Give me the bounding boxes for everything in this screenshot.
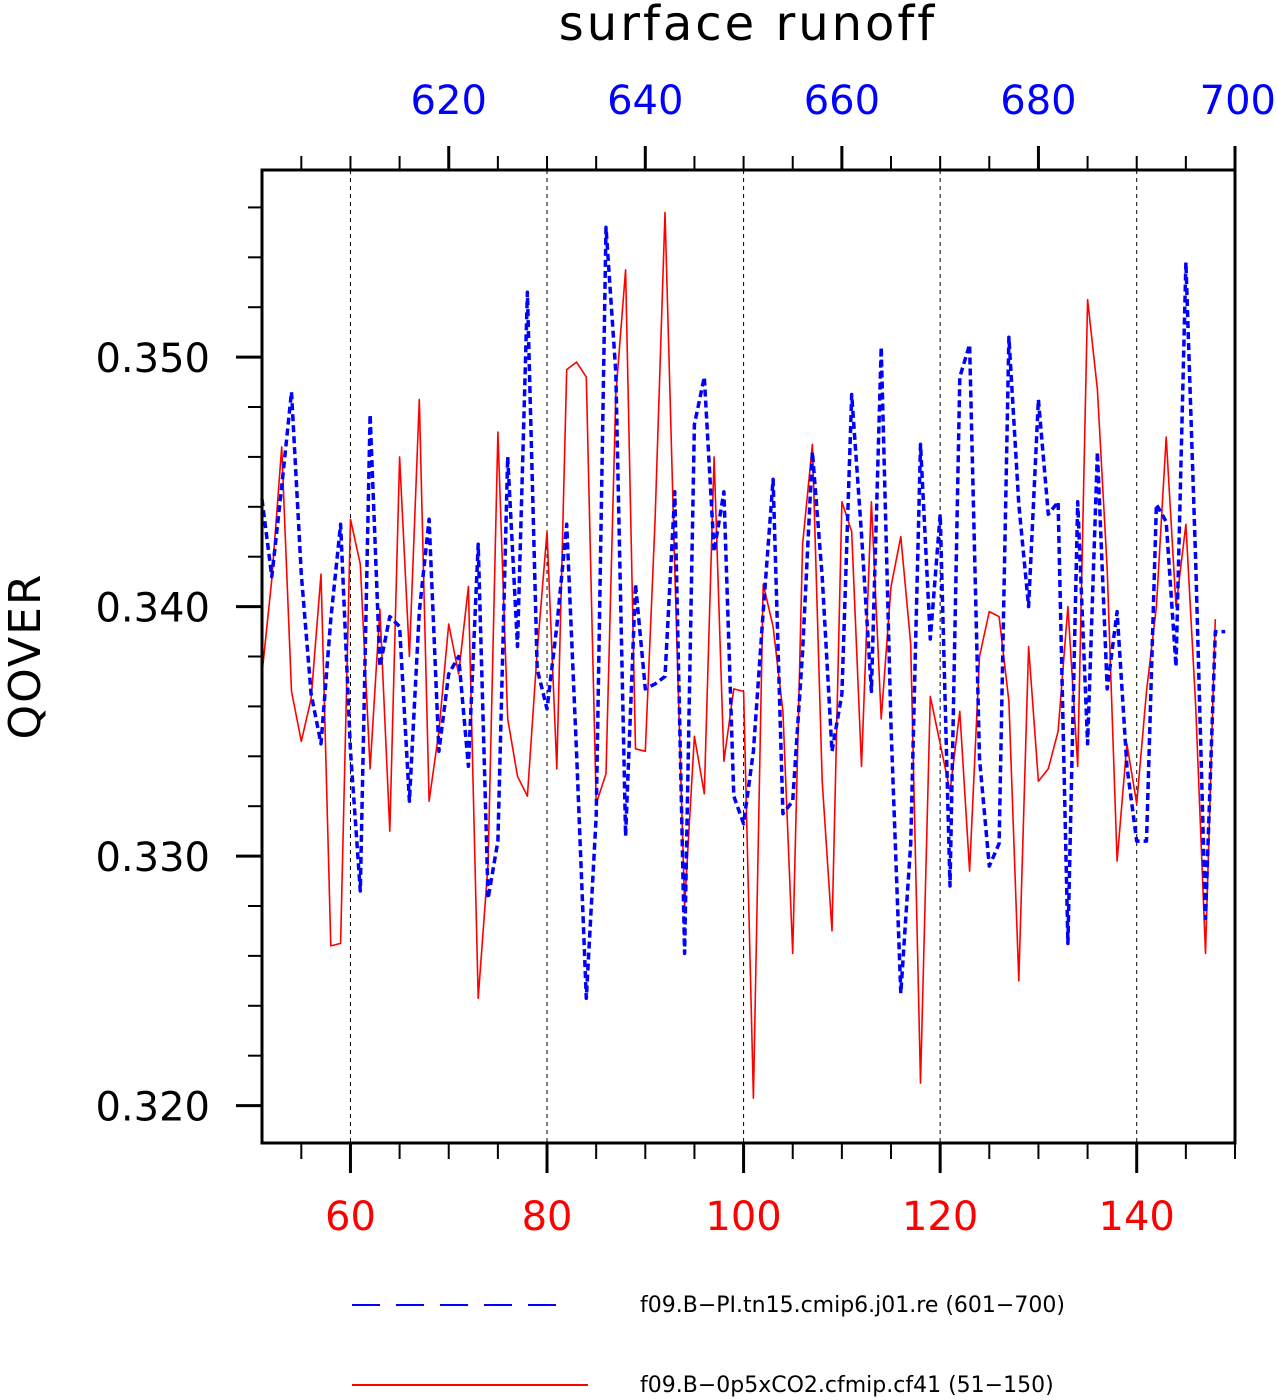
- x-top-tick-label: 660: [804, 78, 880, 124]
- x-bottom-tick-label: 120: [902, 1194, 978, 1240]
- tick-labels: 60 80 100 120 140 620 640 660 680 700 0.320 0.330 0.…: [95, 78, 1276, 1240]
- y-axis-label: QOVER: [0, 573, 51, 740]
- x-top-tick-label: 700: [1200, 78, 1276, 124]
- x-top-tick-label: 620: [411, 78, 487, 124]
- x-top-tick-label: 640: [607, 78, 683, 124]
- x-top-tick-label: 680: [1000, 78, 1076, 124]
- axis-ticks: [236, 146, 1237, 1173]
- x-bottom-tick-label: 60: [325, 1194, 376, 1240]
- grid-lines: [349, 170, 1138, 1143]
- series-line-blue: [260, 225, 1226, 1001]
- legend-label-red: f09.B−0p5xCO2.cfmip.cf41 (51−150): [640, 1373, 1054, 1398]
- y-tick-label: 0.320: [95, 1085, 210, 1131]
- series-line-red: [261, 211, 1217, 1099]
- y-tick-label: 0.340: [95, 586, 210, 632]
- x-bottom-tick-label: 80: [522, 1194, 573, 1240]
- legend-label-blue: f09.B−PI.tn15.cmip6.j01.re (601−700): [640, 1293, 1065, 1318]
- y-tick-label: 0.330: [95, 835, 210, 881]
- x-bottom-tick-label: 140: [1099, 1194, 1175, 1240]
- legend: f09.B−PI.tn15.cmip6.j01.re (601−700) f09…: [352, 1293, 1065, 1398]
- y-tick-label: 0.350: [95, 336, 210, 382]
- chart-title: surface runoff: [559, 0, 937, 52]
- series-group: [260, 211, 1226, 1099]
- x-bottom-tick-label: 100: [705, 1194, 781, 1240]
